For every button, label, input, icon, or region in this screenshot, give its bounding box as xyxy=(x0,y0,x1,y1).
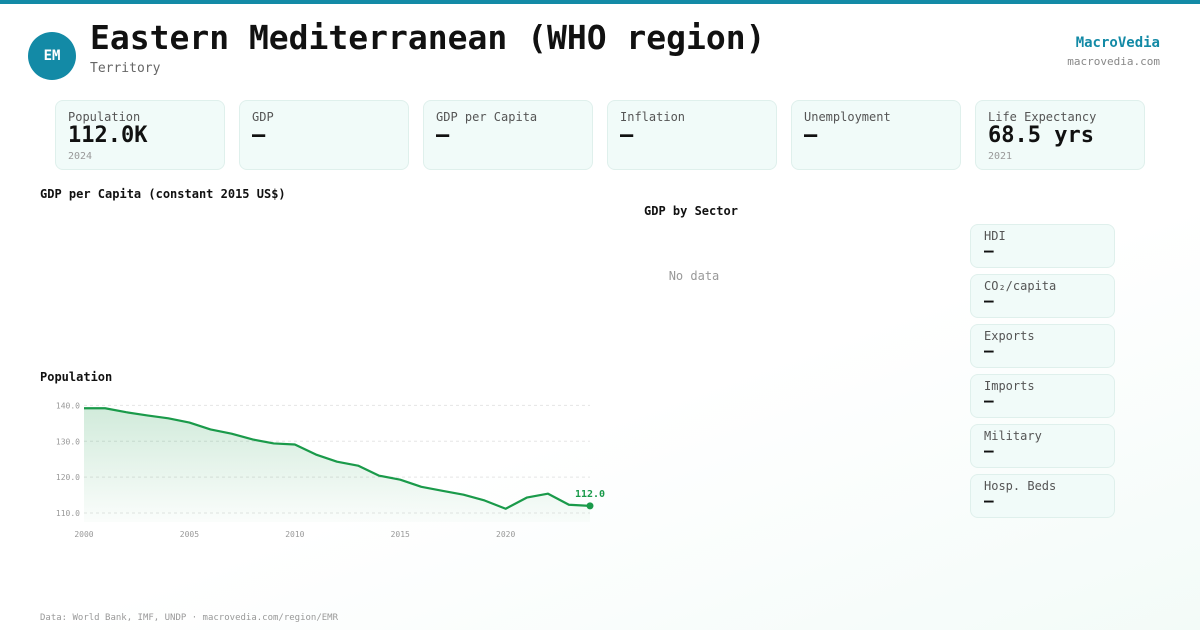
stat-value: — xyxy=(984,441,994,460)
stat-value: — xyxy=(984,491,994,510)
chart-title: Population xyxy=(40,370,113,384)
x-tick-label: 2015 xyxy=(391,530,410,539)
brand[interactable]: MacroVedia xyxy=(1075,35,1160,51)
stat-label: HDI xyxy=(984,229,1006,243)
subtitle: Territory xyxy=(90,61,161,76)
stat-card: Exports — xyxy=(970,324,1115,368)
x-tick-label: 2010 xyxy=(285,530,304,539)
kpi-label: GDP per Capita xyxy=(436,110,538,124)
stat-value: — xyxy=(984,291,994,310)
kpi-value: — xyxy=(620,123,634,148)
stat-card: HDI — xyxy=(970,224,1115,268)
kpi-label: Inflation xyxy=(620,110,686,124)
kpi-value: 112.0K xyxy=(68,123,148,148)
stat-card: Imports — xyxy=(970,374,1115,418)
stat-label: CO₂/capita xyxy=(984,279,1057,293)
kpi-label: Population xyxy=(68,110,141,124)
kpi-label: Unemployment xyxy=(804,110,891,124)
end-point xyxy=(586,502,594,510)
top-bar xyxy=(0,0,1200,4)
kpi-label: GDP xyxy=(252,110,274,124)
y-tick-label: 140.0 xyxy=(56,401,80,410)
stat-label: Imports xyxy=(984,379,1035,393)
kpi-card: Unemployment — xyxy=(791,100,961,170)
y-tick-label: 110.0 xyxy=(56,509,80,518)
x-tick-label: 2000 xyxy=(74,530,93,539)
no-data: No data xyxy=(668,269,720,283)
kpi-note: 2021 xyxy=(988,151,1013,162)
kpi-value: — xyxy=(436,123,450,148)
panel-title: GDP per Capita (constant 2015 US$) xyxy=(40,187,286,201)
stat-card: Military — xyxy=(970,424,1115,468)
badge: EM xyxy=(28,32,76,80)
x-tick-label: 2020 xyxy=(496,530,515,539)
x-tick-label: 2005 xyxy=(180,530,199,539)
stat-value: — xyxy=(984,241,994,260)
kpi-card: Population 112.0K 2024 xyxy=(55,100,225,170)
kpi-value: — xyxy=(804,123,818,148)
kpi-label: Life Expectancy xyxy=(988,110,1097,124)
kpi-card: GDP — xyxy=(239,100,409,170)
stat-value: — xyxy=(984,341,994,360)
stat-value: — xyxy=(984,391,994,410)
y-tick-label: 130.0 xyxy=(56,437,80,446)
kpi-card: GDP per Capita — xyxy=(423,100,593,170)
stat-label: Exports xyxy=(984,329,1035,343)
kpi-card: Life Expectancy 68.5 yrs 2021 xyxy=(975,100,1145,170)
kpi-card: Inflation — xyxy=(607,100,777,170)
line xyxy=(84,407,591,510)
stat-label: Military xyxy=(984,429,1042,443)
chart: 110.0 120.0 130.0 140.0 2000 2005 2010 2015 2020… xyxy=(56,401,605,539)
y-tick-label: 120.0 xyxy=(56,473,80,482)
panel-title: GDP by Sector xyxy=(644,204,738,218)
value-label: 112.0 xyxy=(575,489,605,500)
stat-card: CO₂/capita — xyxy=(970,274,1115,318)
area xyxy=(84,408,590,522)
kpi-value: — xyxy=(252,123,266,148)
site[interactable]: macrovedia.com xyxy=(1067,55,1160,68)
stat-card: Hosp. Beds — xyxy=(970,474,1115,518)
stat-label: Hosp. Beds xyxy=(984,479,1057,493)
title: Eastern Mediterranean (WHO region) xyxy=(90,18,766,57)
footer: Data: World Bank, IMF, UNDP · macrovedia… xyxy=(40,613,339,623)
kpi-note: 2024 xyxy=(68,151,93,162)
kpi-value: 68.5 yrs xyxy=(988,123,1094,148)
